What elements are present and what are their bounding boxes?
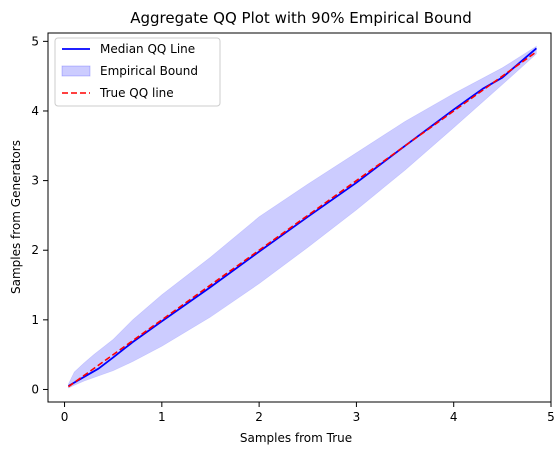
- legend-frame: [54, 37, 221, 107]
- y-tick-label: 3: [31, 174, 39, 188]
- y-tick-label: 5: [31, 34, 39, 48]
- x-tick-label: 3: [353, 410, 361, 424]
- legend-true-label: True QQ line: [99, 86, 174, 100]
- legend-bound-swatch: [61, 65, 91, 77]
- y-tick-label: 4: [31, 104, 39, 118]
- chart-title: Aggregate QQ Plot with 90% Empirical Bou…: [130, 9, 472, 27]
- x-tick-label: 5: [547, 410, 554, 424]
- x-tick-label: 1: [158, 410, 166, 424]
- x-tick-label: 0: [61, 410, 69, 424]
- y-tick-label: 0: [31, 382, 39, 396]
- legend-bound-label: Empirical Bound: [100, 64, 198, 78]
- y-axis-ticks: 0 1 2 3 4 5: [31, 34, 48, 396]
- x-tick-label: 4: [450, 410, 458, 424]
- y-tick-label: 1: [31, 313, 39, 327]
- x-axis-label: Samples from True: [240, 431, 352, 445]
- true-qq-line: [67, 51, 537, 388]
- plot-area: [67, 45, 537, 389]
- y-tick-label: 2: [31, 243, 39, 257]
- legend: Median QQ Line Empirical Bound True QQ l…: [54, 37, 221, 107]
- x-axis-ticks: 0 1 2 3 4 5: [61, 402, 554, 424]
- x-tick-label: 2: [255, 410, 263, 424]
- legend-median-label: Median QQ Line: [100, 42, 195, 56]
- y-axis-label: Samples from Generators: [9, 140, 23, 294]
- median-qq-line: [67, 47, 537, 387]
- axes-frame: [47, 32, 552, 403]
